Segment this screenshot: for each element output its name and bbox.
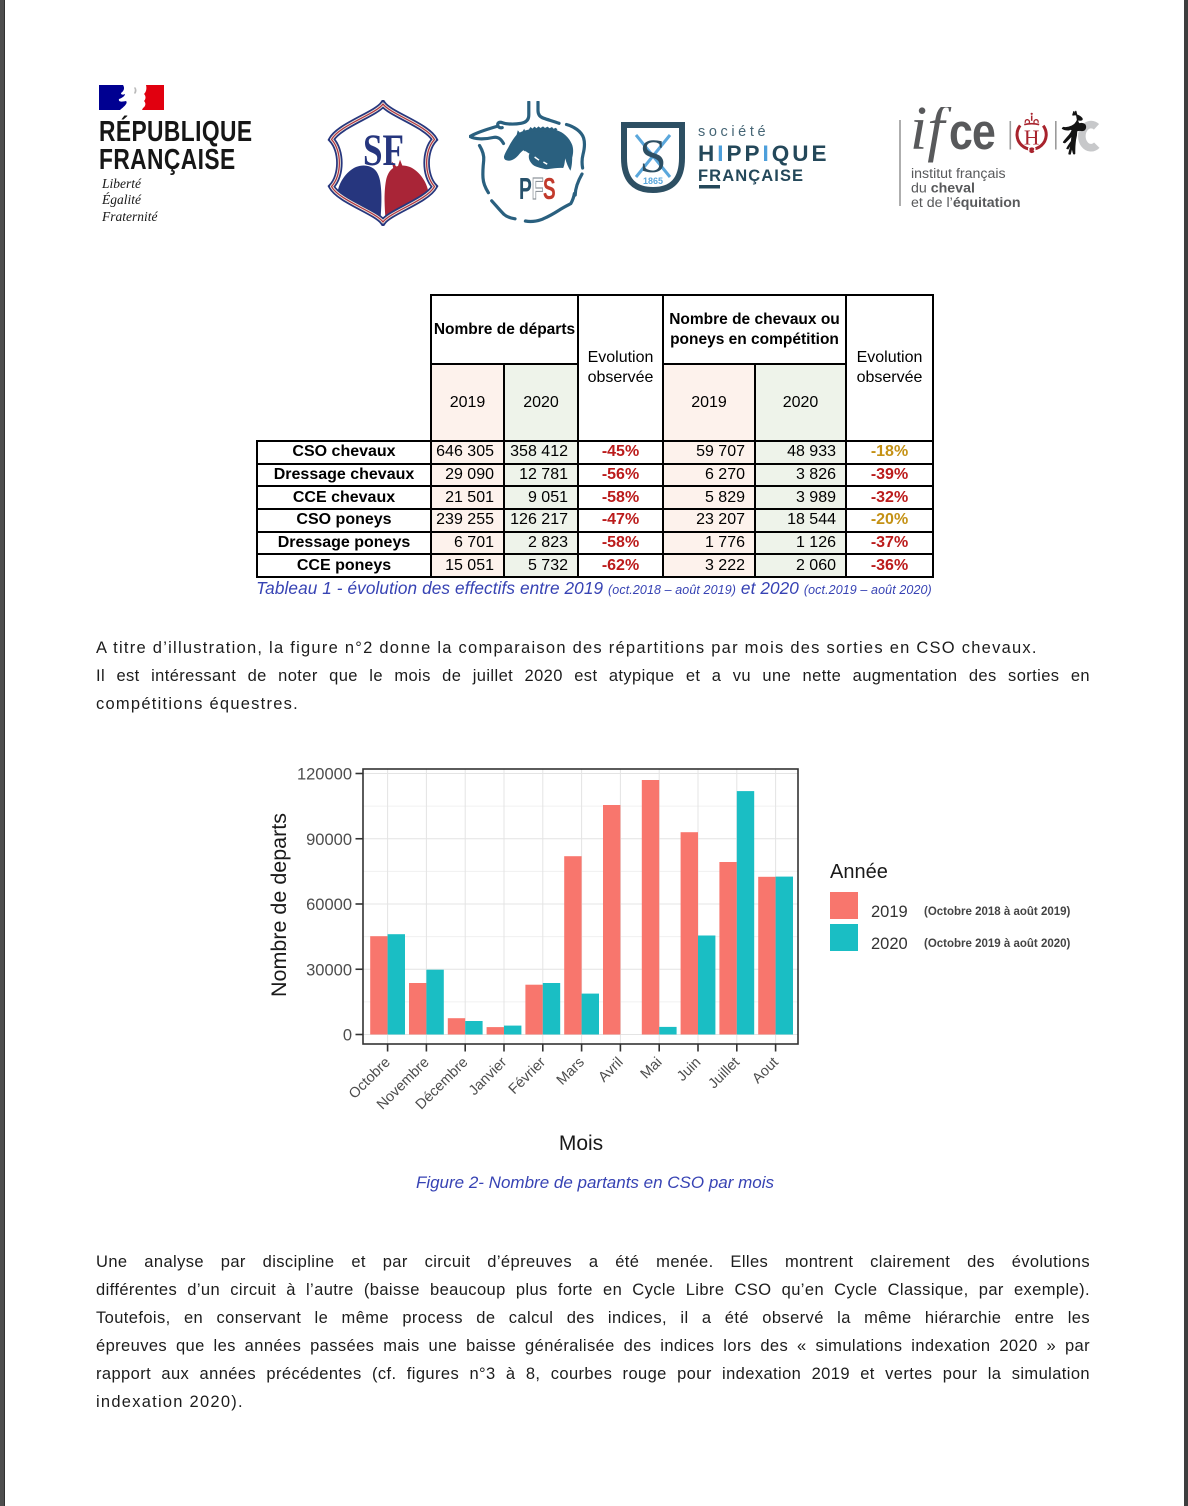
svg-text:H: H xyxy=(1024,126,1040,150)
svg-text:Fraternité: Fraternité xyxy=(101,209,158,224)
svg-text:Liberté: Liberté xyxy=(101,176,142,191)
svg-text:Janvier: Janvier xyxy=(466,1054,510,1098)
svg-text:30000: 30000 xyxy=(306,961,352,979)
svg-text:Avril: Avril xyxy=(596,1055,627,1086)
svg-text:1865: 1865 xyxy=(643,176,663,186)
svg-text:2019: 2019 xyxy=(871,903,908,921)
svg-text:du cheval: du cheval xyxy=(911,181,975,197)
svg-text:P: P xyxy=(519,172,532,206)
svg-text:Mois: Mois xyxy=(559,1132,603,1155)
svg-text:(Octobre 2018 à août 2019): (Octobre 2018 à août 2019) xyxy=(924,906,1071,918)
svg-text:S: S xyxy=(543,172,556,206)
svg-text:F: F xyxy=(532,172,544,206)
svg-text:et de l’équitation: et de l’équitation xyxy=(911,195,1021,211)
svg-text:Figure 2- Nombre de partants e: Figure 2- Nombre de partants en CSO par … xyxy=(416,1173,775,1192)
svg-text:SF: SF xyxy=(363,125,404,175)
svg-text:if: if xyxy=(910,107,952,163)
svg-text:90000: 90000 xyxy=(306,831,352,849)
svg-text:Juin: Juin xyxy=(674,1055,704,1085)
svg-text:RÉPUBLIQUE: RÉPUBLIQUE xyxy=(99,116,252,148)
svg-text:2020: 2020 xyxy=(871,935,908,953)
svg-text:HIPPIQUE: HIPPIQUE xyxy=(698,141,830,166)
svg-text:120000: 120000 xyxy=(297,766,352,784)
svg-text:Égalité: Égalité xyxy=(101,192,142,207)
svg-text:FRANÇAISE: FRANÇAISE xyxy=(99,145,236,176)
svg-text:société: société xyxy=(698,124,769,140)
svg-text:60000: 60000 xyxy=(306,896,352,914)
svg-text:(Octobre 2019 à août 2020): (Octobre 2019 à août 2020) xyxy=(924,938,1071,950)
svg-text:Février: Février xyxy=(506,1054,549,1097)
svg-text:ce: ce xyxy=(949,107,995,160)
svg-text:0: 0 xyxy=(343,1027,352,1045)
svg-text:institut français: institut français xyxy=(911,166,1006,182)
svg-text:Année: Année xyxy=(830,861,888,883)
svg-text:Mai: Mai xyxy=(638,1055,666,1083)
svg-text:Mars: Mars xyxy=(554,1055,588,1089)
svg-text:FRANÇAISE: FRANÇAISE xyxy=(698,167,804,185)
svg-text:Nombre de departs: Nombre de departs xyxy=(267,813,291,997)
svg-text:Aout: Aout xyxy=(749,1055,781,1087)
svg-text:S: S xyxy=(640,130,667,183)
svg-text:Juillet: Juillet xyxy=(705,1055,743,1093)
